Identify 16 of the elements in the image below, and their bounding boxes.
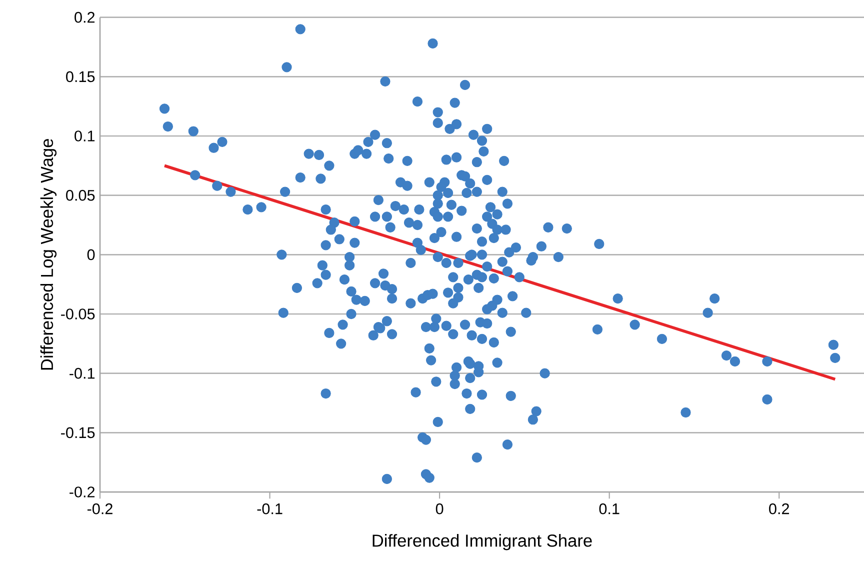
y-tick-label: -0.05 <box>61 308 95 320</box>
x-tick-label: 0.2 <box>769 503 789 514</box>
y-tick-label: 0.1 <box>74 130 95 142</box>
y-tick-label: 0.2 <box>74 12 95 23</box>
y-tick-label: 0 <box>87 249 95 260</box>
y-tick-label: -0.15 <box>61 427 95 438</box>
x-tick-label: -0.1 <box>257 503 282 514</box>
y-tick-label: -0.1 <box>70 368 95 379</box>
x-tick-label: 0 <box>436 503 444 514</box>
x-axis-title: Differenced Immigrant Share <box>372 534 592 550</box>
y-axis-title: Differenced Log Weekly Wage <box>40 139 57 370</box>
x-tick-label: -0.2 <box>87 503 112 514</box>
y-tick-label: -0.2 <box>70 486 95 498</box>
y-tick-label: 0.15 <box>66 71 95 82</box>
y-tick-label: 0.05 <box>66 190 95 201</box>
x-tick-label: 0.1 <box>599 503 620 514</box>
